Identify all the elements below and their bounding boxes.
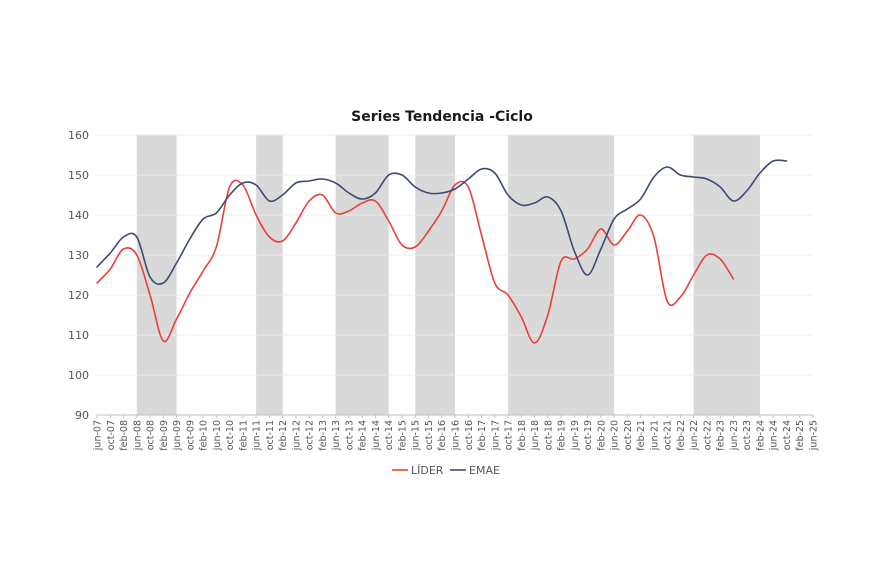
x-tick-label-oct-11: oct-11 <box>265 420 276 450</box>
series-line-1 <box>96 159 788 285</box>
y-tick-label-90: 90 <box>75 409 89 422</box>
x-tick-label-jun-13: jun-13 <box>331 420 342 451</box>
x-tick-label-feb-19: feb-19 <box>557 420 568 451</box>
x-tick-label-oct-21: oct-21 <box>663 420 674 450</box>
x-tick-label-jun-25: jun-25 <box>809 420 820 451</box>
x-tick-label-jun-15: jun-15 <box>411 420 422 451</box>
x-tick-label-jun-18: jun-18 <box>530 420 541 451</box>
x-tick-label-jun-21: jun-21 <box>649 420 660 451</box>
x-tick-label-feb-08: feb-08 <box>119 420 130 451</box>
x-tick-label-jun-19: jun-19 <box>570 420 581 451</box>
recession-band-2 <box>335 135 389 415</box>
x-tick-label-oct-19: oct-19 <box>583 420 594 450</box>
recession-bands <box>136 135 760 415</box>
y-tick-label-140: 140 <box>68 209 89 222</box>
x-tick-label-feb-20: feb-20 <box>596 420 607 451</box>
x-tick-label-jun-16: jun-16 <box>451 420 462 451</box>
x-tick-label-oct-23: oct-23 <box>742 420 753 450</box>
x-tick-label-feb-12: feb-12 <box>278 420 289 451</box>
x-tick-label-jun-24: jun-24 <box>769 420 780 451</box>
x-tick-label-oct-10: oct-10 <box>225 420 236 450</box>
x-tick-label-oct-08: oct-08 <box>146 420 157 450</box>
y-tick-label-150: 150 <box>68 169 89 182</box>
x-tick-label-oct-17: oct-17 <box>504 420 515 450</box>
x-tick-label-oct-16: oct-16 <box>464 420 475 450</box>
x-tick-label-feb-13: feb-13 <box>318 420 329 451</box>
x-tick-label-jun-17: jun-17 <box>490 420 501 451</box>
x-tick-label-oct-15: oct-15 <box>424 420 435 450</box>
y-axis-ticks: 90 100 110 120 130 140 150 160 <box>68 129 89 422</box>
x-tick-label-oct-13: oct-13 <box>344 420 355 450</box>
x-axis-ticks: jun-07 oct-07 feb-08 jun-08 oct-08 feb-09 jun-… <box>93 415 820 451</box>
x-tick-label-feb-18: feb-18 <box>517 420 528 451</box>
x-tick-label-oct-22: oct-22 <box>702 420 713 450</box>
x-tick-label-oct-09: oct-09 <box>185 420 196 450</box>
recession-band-4 <box>508 135 615 415</box>
grid-lines <box>97 134 813 376</box>
x-tick-label-jun-11: jun-11 <box>252 420 263 451</box>
x-tick-label-oct-18: oct-18 <box>543 420 554 450</box>
x-tick-label-feb-09: feb-09 <box>159 420 170 451</box>
x-tick-label-oct-20: oct-20 <box>623 420 634 450</box>
chart-title: Series Tendencia -Ciclo <box>351 109 533 125</box>
x-tick-label-jun-07: jun-07 <box>93 420 104 451</box>
series-lines <box>96 159 788 344</box>
x-tick-label-feb-17: feb-17 <box>477 420 488 451</box>
y-tick-label-130: 130 <box>68 249 89 262</box>
y-tick-label-100: 100 <box>68 369 89 382</box>
x-tick-label-feb-15: feb-15 <box>397 420 408 451</box>
legend: LÍDER EMAE <box>392 464 500 477</box>
x-tick-label-oct-14: oct-14 <box>384 420 395 450</box>
x-tick-label-feb-10: feb-10 <box>199 420 210 451</box>
x-tick-label-feb-23: feb-23 <box>716 420 727 451</box>
recession-band-5 <box>693 135 760 415</box>
x-tick-label-feb-14: feb-14 <box>358 420 369 451</box>
recession-band-1 <box>256 135 283 415</box>
legend-label-1: EMAE <box>469 464 500 477</box>
x-tick-label-jun-08: jun-08 <box>132 420 143 451</box>
x-tick-label-jun-10: jun-10 <box>212 420 223 451</box>
x-tick-label-jun-20: jun-20 <box>610 420 621 451</box>
x-tick-label-feb-11: feb-11 <box>238 420 249 451</box>
y-tick-label-120: 120 <box>68 289 89 302</box>
x-tick-label-feb-21: feb-21 <box>636 420 647 451</box>
x-tick-label-jun-12: jun-12 <box>291 420 302 451</box>
x-tick-label-jun-09: jun-09 <box>172 420 183 451</box>
x-tick-label-feb-16: feb-16 <box>437 420 448 451</box>
x-tick-label-feb-24: feb-24 <box>755 420 766 451</box>
y-tick-label-160: 160 <box>68 129 89 142</box>
recession-band-3 <box>415 135 455 415</box>
legend-label-0: LÍDER <box>411 464 444 477</box>
x-tick-label-jun-14: jun-14 <box>371 420 382 451</box>
y-tick-label-110: 110 <box>68 329 89 342</box>
x-tick-label-feb-25: feb-25 <box>795 420 806 451</box>
series-line-0 <box>96 179 735 344</box>
x-tick-label-jun-23: jun-23 <box>729 420 740 451</box>
x-tick-label-jun-22: jun-22 <box>689 420 700 451</box>
x-tick-label-oct-12: oct-12 <box>305 420 316 450</box>
x-tick-label-oct-07: oct-07 <box>106 420 117 450</box>
x-tick-label-feb-22: feb-22 <box>676 420 687 451</box>
x-tick-label-oct-24: oct-24 <box>782 420 793 450</box>
